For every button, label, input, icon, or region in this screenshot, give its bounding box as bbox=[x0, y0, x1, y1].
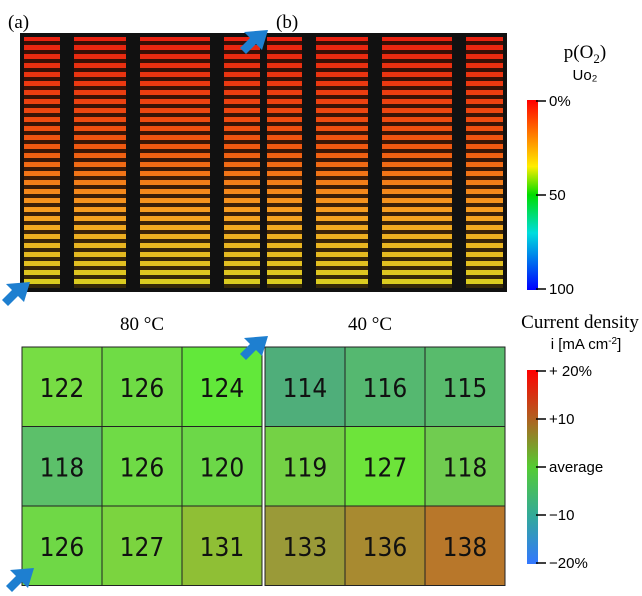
cell-value: 120 bbox=[200, 453, 245, 483]
cell-value: 126 bbox=[120, 374, 165, 404]
cell-value: 118 bbox=[40, 453, 85, 483]
scale-title: p(O2) bbox=[564, 42, 606, 66]
cell-value: 122 bbox=[40, 374, 85, 404]
tick-label: +10 bbox=[549, 411, 574, 428]
figure: (a) (b) 80 °C 40 °C p(O2) Uo₂ Current de… bbox=[0, 0, 642, 596]
scale-title: Current density bbox=[521, 312, 639, 333]
image-a bbox=[22, 35, 262, 290]
cell-value: 133 bbox=[283, 533, 328, 563]
cell-value: 114 bbox=[283, 374, 328, 404]
temperature: 80 °C bbox=[120, 314, 164, 335]
panel-label: (b) bbox=[276, 12, 298, 33]
cell-value: 131 bbox=[200, 533, 245, 563]
scale-unit: Uo₂ bbox=[573, 67, 598, 84]
cell-value: 119 bbox=[283, 453, 328, 483]
cell-value: 115 bbox=[443, 374, 488, 404]
grids: 122 126 124 118 126 120 126 127 131 114 116 115 119 1… bbox=[22, 347, 505, 586]
image-b bbox=[265, 35, 505, 290]
cell-value: 127 bbox=[120, 533, 165, 563]
tick-label: + 20% bbox=[549, 363, 592, 380]
cell-value: 116 bbox=[363, 374, 408, 404]
tick-label: average bbox=[549, 459, 603, 476]
panel-label: (a) bbox=[8, 12, 29, 33]
tick-label: 50 bbox=[549, 187, 566, 204]
cell-value: 118 bbox=[443, 453, 488, 483]
tick-label: 0% bbox=[549, 93, 571, 110]
tick-label: 100 bbox=[549, 281, 574, 298]
scale-unit: i [mA cm-2] bbox=[551, 336, 622, 353]
cell-value: 124 bbox=[200, 374, 245, 404]
tick-label: −20% bbox=[549, 555, 588, 572]
cell-value: 126 bbox=[40, 533, 85, 563]
tick-label: −10 bbox=[549, 507, 574, 524]
cell-value: 126 bbox=[120, 453, 165, 483]
cell-value: 127 bbox=[363, 453, 408, 483]
temperature: 40 °C bbox=[348, 314, 392, 335]
cell-value: 138 bbox=[443, 533, 488, 563]
cell-value: 136 bbox=[363, 533, 408, 563]
